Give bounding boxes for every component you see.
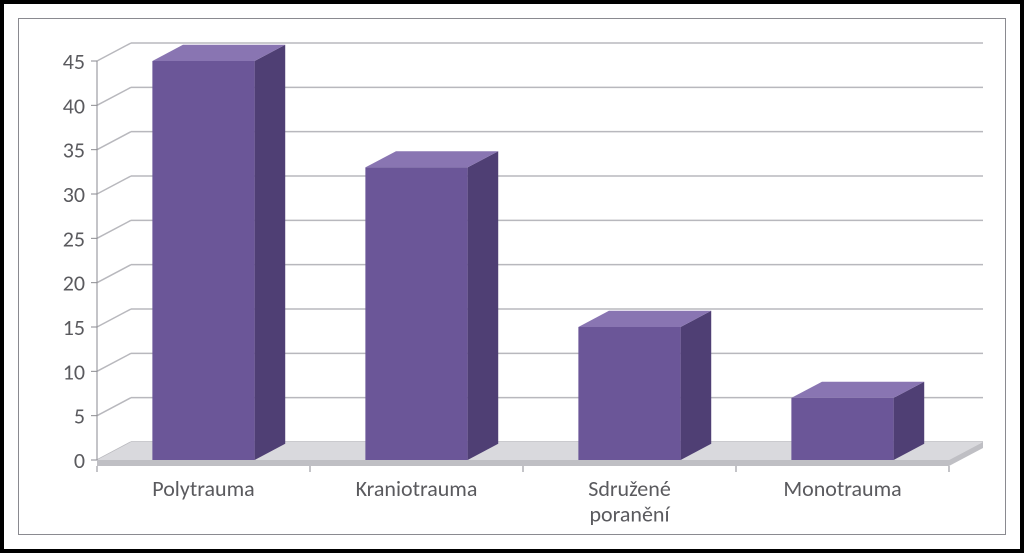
bar — [791, 382, 924, 460]
y-tick-label: 45 — [63, 48, 85, 75]
chart-inner-frame: 0 5 10 15 20 25 30 35 40 45 Polytrauma Kraniotrauma… — [18, 18, 1006, 535]
category-label: Polytrauma — [152, 475, 254, 502]
y-tick-label: 40 — [63, 92, 85, 119]
y-tick-label: 35 — [63, 137, 85, 164]
y-tick-label: 0 — [74, 447, 85, 474]
bar — [152, 45, 285, 460]
y-tick-label: 15 — [63, 314, 85, 341]
y-tick-label: 5 — [74, 403, 85, 430]
y-tick-label: 20 — [63, 270, 85, 297]
y-tick-label: 25 — [63, 225, 85, 252]
category-label: Sdruženéporanění — [588, 475, 671, 527]
bar — [578, 311, 711, 460]
y-tick-label: 10 — [63, 358, 85, 385]
bar — [365, 151, 498, 460]
category-label: Kraniotrauma — [356, 475, 478, 502]
bar-chart-3d: 0 5 10 15 20 25 30 35 40 45 Polytrauma Kraniotrauma… — [19, 19, 1013, 542]
y-tick-label: 30 — [63, 181, 85, 208]
category-label: Monotrauma — [783, 475, 901, 502]
chart-outer-frame: 0 5 10 15 20 25 30 35 40 45 Polytrauma Kraniotrauma… — [0, 0, 1024, 553]
